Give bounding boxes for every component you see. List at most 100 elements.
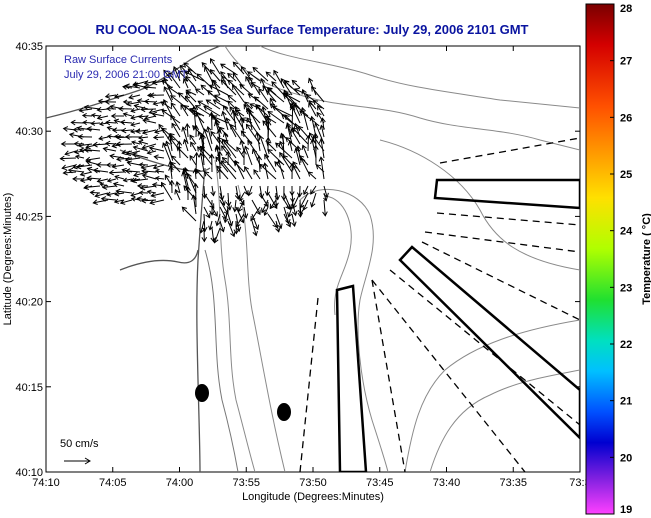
current-vector: [203, 105, 221, 117]
current-vector: [106, 106, 117, 112]
current-vector: [307, 77, 317, 96]
current-vector: [77, 133, 93, 140]
current-vector: [75, 163, 93, 170]
radial-line: [424, 231, 580, 253]
x-tick-label: 73:3: [569, 477, 590, 489]
x-tick-label: 73:40: [433, 477, 461, 489]
colorbar-tick-label: 25: [620, 169, 632, 181]
current-vector: [184, 123, 191, 138]
current-vector: [138, 190, 149, 196]
current-vector: [126, 160, 141, 167]
current-vector: [269, 103, 285, 117]
colorbar-tick-label: 22: [620, 339, 632, 351]
current-vector: [118, 106, 133, 112]
current-vector: [102, 146, 117, 152]
current-vector: [303, 185, 309, 196]
y-tick-label: 40:10: [15, 467, 43, 479]
current-vector: [195, 111, 205, 131]
current-vector: [220, 71, 229, 82]
current-vectors: [59, 58, 329, 244]
bathymetry-contour: [224, 46, 580, 151]
current-vector: [130, 192, 141, 198]
current-vector: [170, 114, 181, 131]
current-vector: [203, 171, 213, 180]
current-vector: [189, 134, 197, 145]
current-vector: [292, 164, 301, 180]
current-vector: [78, 107, 93, 113]
current-vector: [113, 93, 125, 99]
current-vector: [235, 213, 242, 233]
current-vector: [227, 100, 237, 110]
current-vector: [251, 148, 261, 166]
current-vector: [283, 199, 291, 210]
current-vector: [205, 99, 221, 110]
current-vector: [221, 138, 237, 159]
current-vector: [251, 199, 261, 216]
current-vector: [296, 185, 303, 198]
current-vector: [138, 162, 149, 168]
station-marker: [195, 384, 209, 402]
current-vector: [248, 109, 261, 131]
current-vector: [208, 111, 215, 131]
current-vector: [201, 185, 208, 199]
current-vector: [92, 141, 109, 148]
current-vector: [121, 149, 133, 156]
current-vector: [195, 168, 205, 180]
current-vector: [170, 102, 181, 117]
current-vector: [201, 227, 208, 243]
current-vector: [308, 101, 317, 117]
current-vector: [61, 164, 77, 171]
current-vector: [62, 169, 77, 176]
current-vector: [239, 139, 245, 152]
current-vector: [213, 227, 221, 244]
current-vector: [223, 206, 229, 224]
colorbar-tick-label: 19: [620, 504, 632, 516]
current-vector: [208, 153, 215, 173]
current-vector: [152, 134, 165, 141]
current-vector: [151, 111, 165, 118]
current-vector: [291, 213, 297, 228]
current-vector: [318, 156, 325, 180]
current-vector: [217, 136, 229, 152]
current-vector: [124, 168, 141, 174]
current-vector: [190, 141, 197, 152]
current-vector: [112, 127, 125, 134]
current-vector: [189, 155, 197, 166]
current-vector: [138, 139, 149, 145]
current-vector: [142, 118, 157, 124]
current-vector: [59, 155, 77, 162]
chart-title: RU COOL NOAA-15 Sea Surface Temperature:…: [95, 22, 528, 37]
current-vector: [253, 169, 261, 180]
current-vector: [113, 198, 125, 204]
current-vector: [104, 99, 117, 105]
current-vector: [115, 141, 133, 148]
current-vector: [264, 153, 277, 173]
current-vector: [141, 143, 157, 150]
current-vector: [92, 199, 109, 205]
current-vector: [186, 172, 197, 194]
x-tick-label: 74:10: [32, 477, 60, 489]
current-vector: [168, 72, 181, 89]
current-vector: [259, 163, 277, 180]
current-vector: [203, 206, 211, 219]
current-vector: [212, 99, 229, 110]
current-vector: [197, 100, 213, 110]
current-vector: [124, 134, 141, 140]
current-vector: [222, 131, 229, 145]
current-vector: [247, 185, 253, 197]
current-vector: [193, 124, 200, 138]
current-vector: [182, 138, 189, 152]
current-vector: [254, 131, 261, 152]
current-vector: [104, 93, 117, 99]
current-vector: [194, 105, 213, 117]
colorbar-tick-label: 23: [620, 282, 632, 294]
coastline: [196, 167, 206, 472]
current-vector: [174, 188, 181, 201]
current-vector: [297, 125, 309, 138]
current-vector: [124, 83, 141, 90]
y-tick-label: 40:20: [15, 297, 43, 309]
current-vector: [290, 192, 296, 203]
current-vector: [225, 150, 232, 166]
current-vector: [317, 104, 325, 117]
current-vector: [131, 152, 149, 159]
